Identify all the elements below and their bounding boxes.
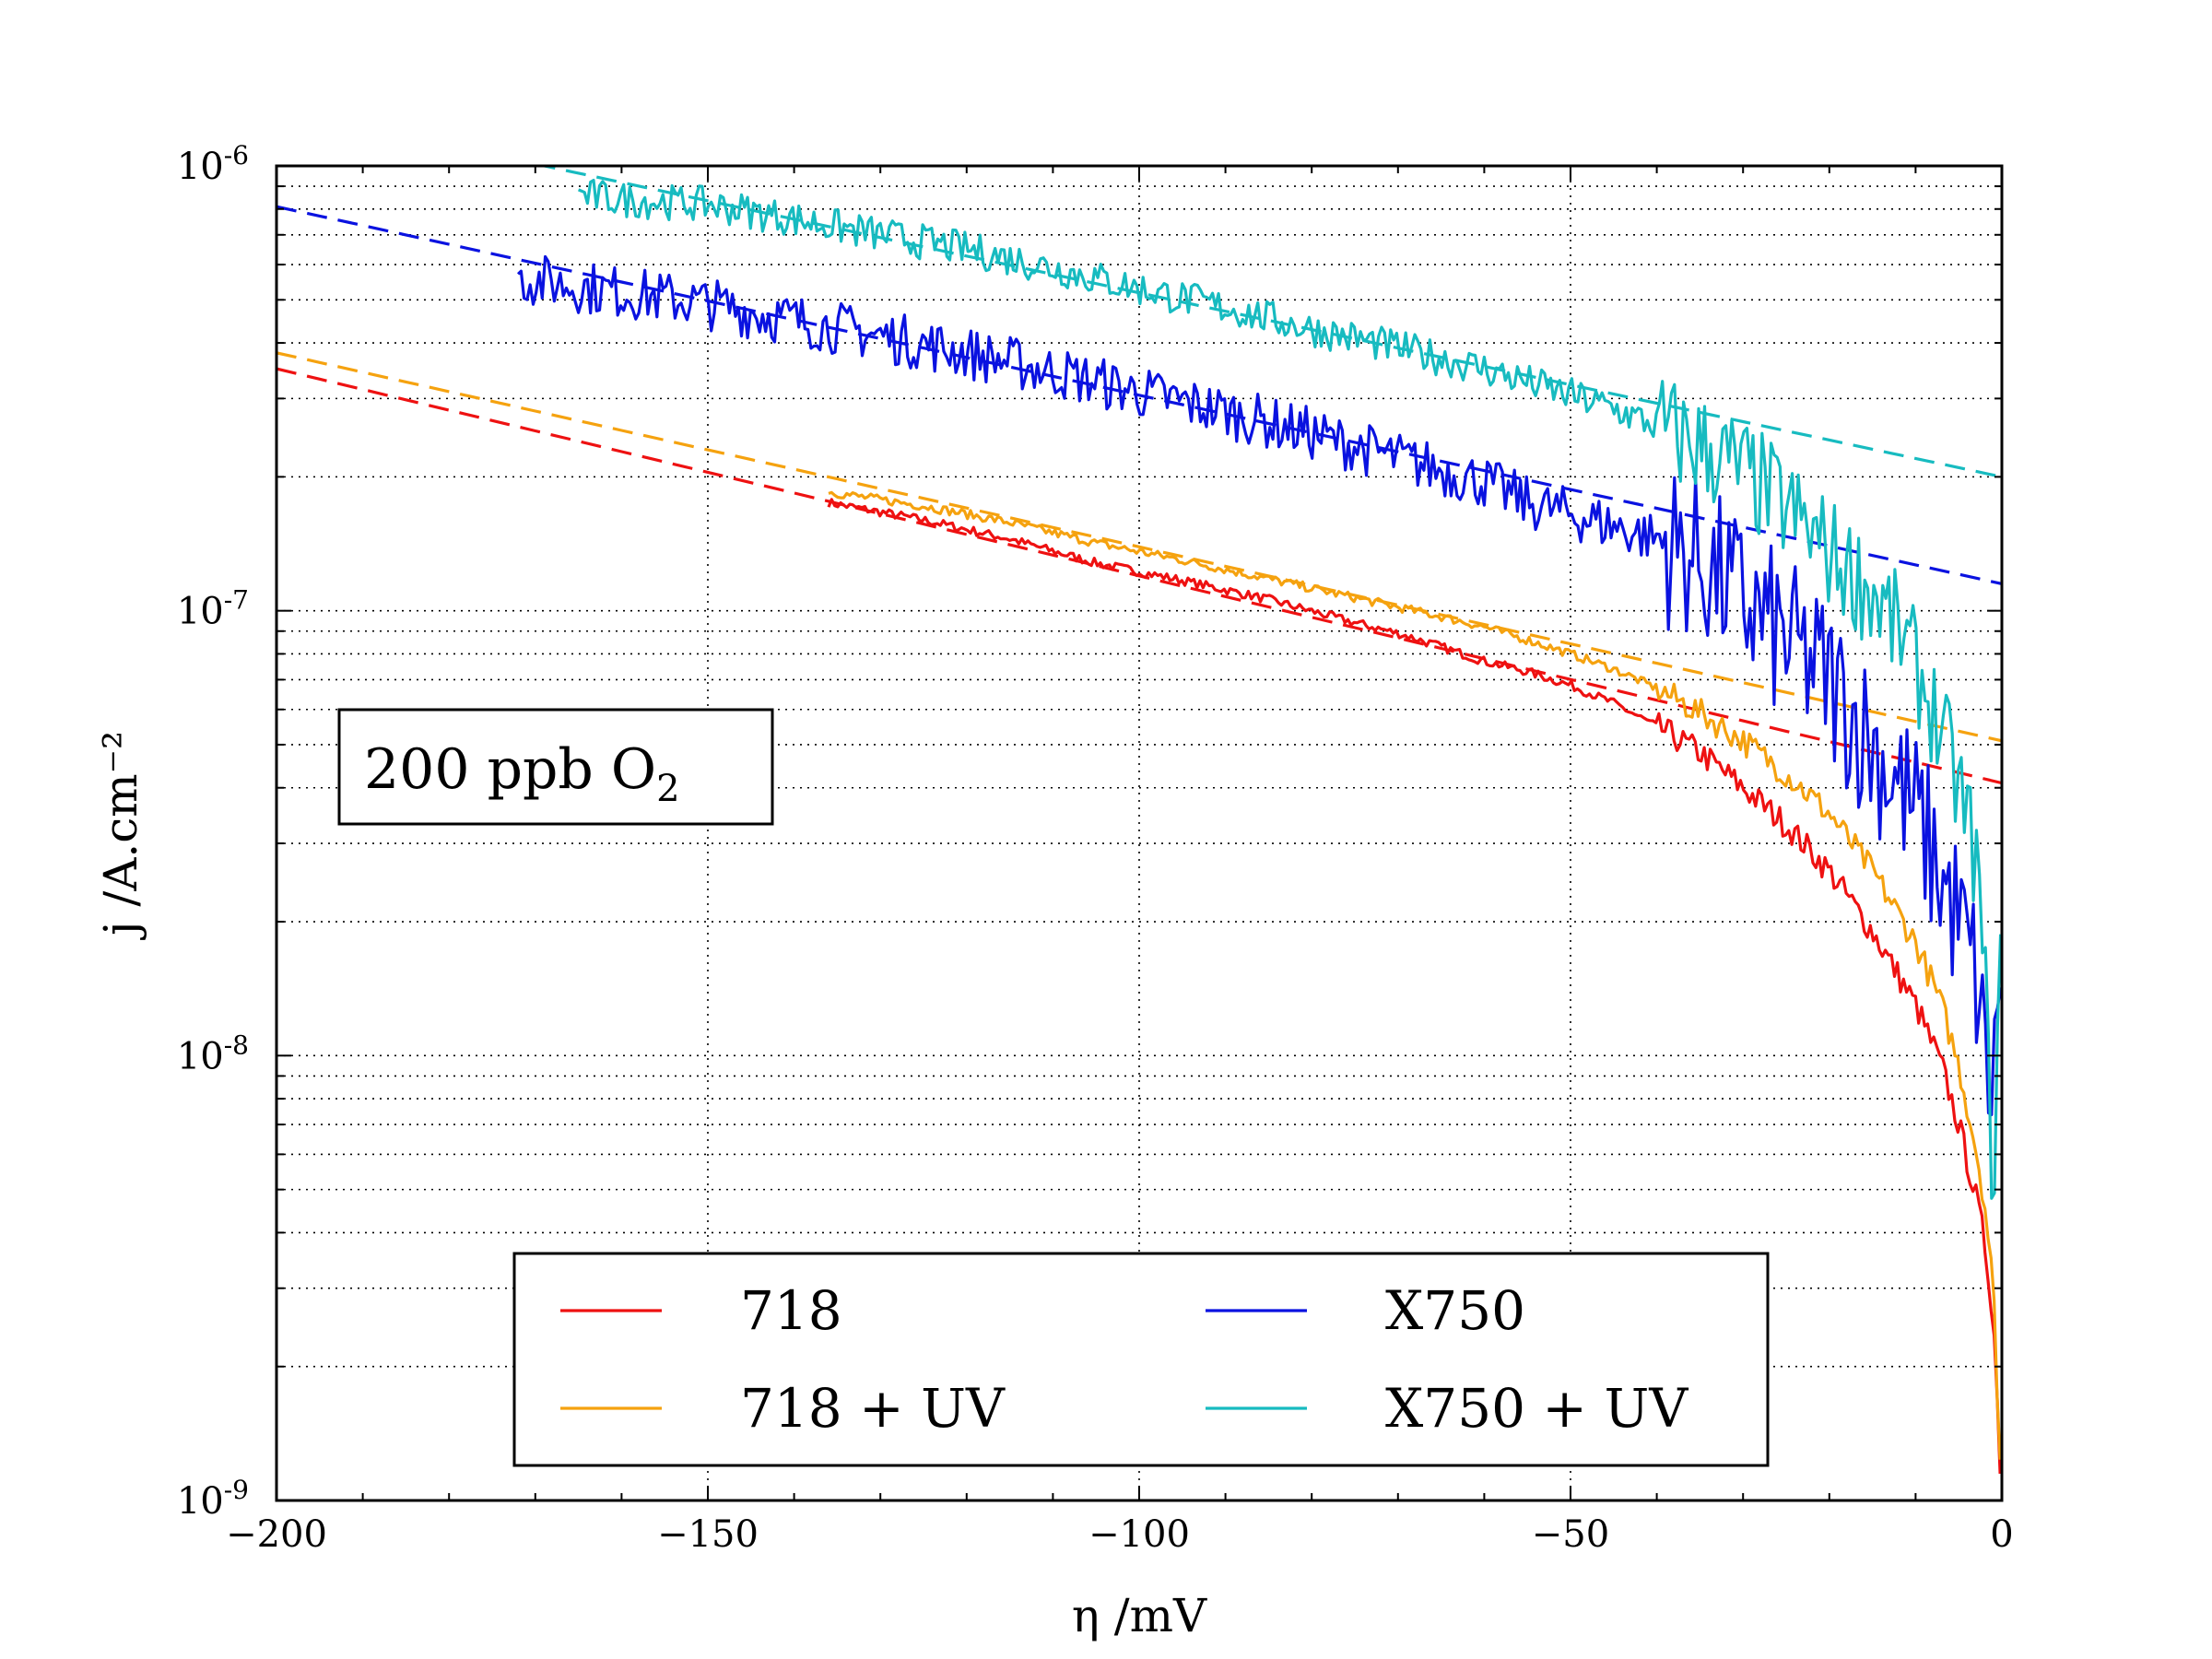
axis-ticks — [276, 166, 2003, 1501]
fit-line — [276, 205, 2002, 585]
legend: 718 718 + UV X750 X750 + UV — [512, 1252, 1770, 1467]
legend-label: X750 + UV — [1385, 1377, 1688, 1440]
legend-label: 718 — [740, 1279, 842, 1342]
x-tick-label: −200 — [226, 1513, 327, 1556]
x-tick-label: −50 — [1532, 1513, 1609, 1556]
legend-label: X750 — [1385, 1279, 1525, 1342]
legend-frame — [512, 1252, 1770, 1467]
annotation-frame — [337, 708, 774, 826]
y-tick-label: 10-6 — [177, 140, 249, 188]
fit-line — [276, 351, 2002, 743]
plot-area — [276, 166, 2002, 1475]
tick-labels: 10-9 10-8 10-7 10-6 −200 −150 −100 −50 0 — [177, 140, 2014, 1556]
series-line — [827, 498, 2002, 1475]
annotation-subscript: 2 — [656, 768, 679, 810]
annotation-main: 200 ppb O — [364, 737, 656, 802]
series-line — [578, 179, 2002, 1200]
y-tick-label: 10-8 — [177, 1030, 249, 1077]
series-line — [828, 490, 2002, 1460]
x-tick-label: 0 — [1990, 1513, 2013, 1556]
series-line — [516, 254, 2002, 1117]
x-tick-label: −100 — [1088, 1513, 1190, 1556]
y-tick-label: 10-7 — [177, 585, 249, 633]
y-tick-label: 10-9 — [177, 1475, 249, 1523]
x-axis-title: η /mV — [1072, 1589, 1207, 1642]
annotation-text: 200 ppb O2 — [364, 737, 680, 810]
legend-label: 718 + UV — [740, 1377, 1006, 1440]
x-tick-label: −150 — [657, 1513, 759, 1556]
annotation-box: 200 ppb O2 — [337, 708, 774, 826]
y-axis-title: j /A.cm⁻² — [94, 731, 147, 940]
